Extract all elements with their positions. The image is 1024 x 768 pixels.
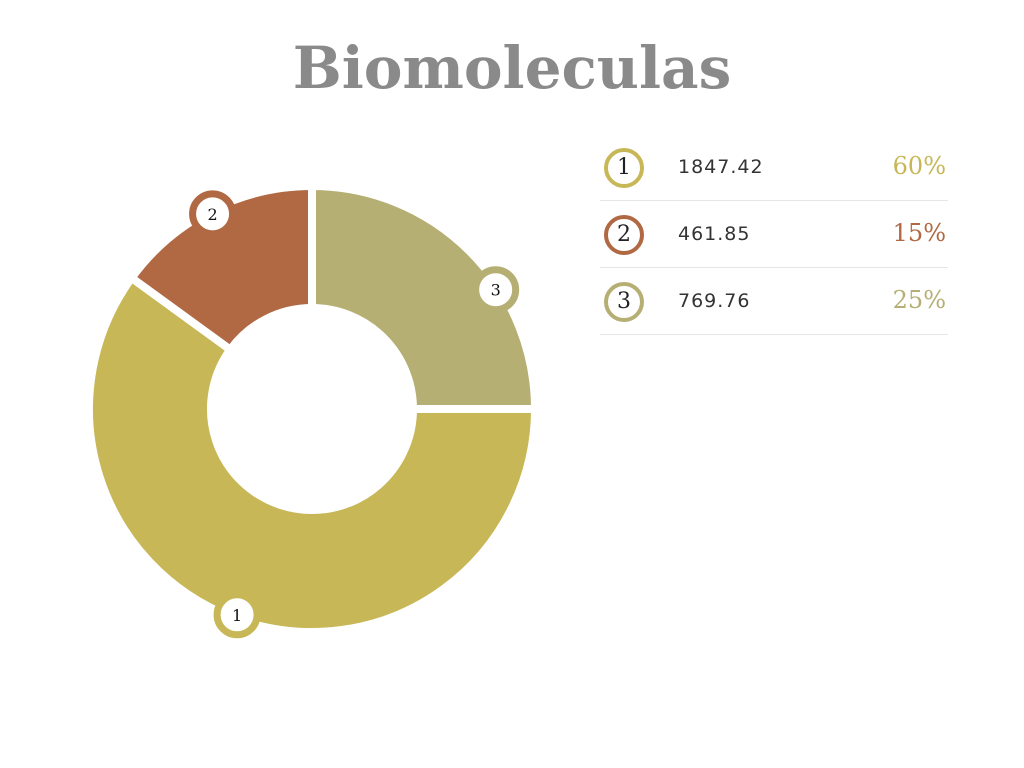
slice-badge-label-2: 2: [207, 205, 217, 224]
legend: 1 1847.42 60% 2 461.85 15% 3 769.76 25%: [600, 134, 948, 335]
legend-value-1: 1847.42: [678, 156, 764, 178]
slice-badge-3: [472, 266, 520, 314]
legend-percent-3: 25%: [892, 286, 946, 314]
donut-slice-3: [307, 181, 540, 413]
slice-badge-2: [189, 190, 237, 238]
donut-slice-1: [85, 272, 540, 636]
legend-value-2: 461.85: [678, 223, 751, 245]
legend-percent-2: 15%: [892, 219, 946, 247]
legend-badge-2: 2: [604, 215, 644, 255]
legend-row-2: 2 461.85 15%: [600, 201, 948, 268]
donut-chart: 1 2 3: [85, 181, 540, 639]
donut-slice-2: [126, 181, 316, 356]
legend-badge-3: 3: [604, 282, 644, 322]
legend-percent-1: 60%: [892, 152, 946, 180]
legend-row-3: 3 769.76 25%: [600, 268, 948, 335]
legend-value-3: 769.76: [678, 290, 751, 312]
chart-title: Biomoleculas: [292, 34, 732, 102]
slice-badge-label-1: 1: [232, 606, 242, 625]
legend-badge-1: 1: [604, 148, 644, 188]
slice-badge-label-3: 3: [491, 281, 501, 300]
legend-row-1: 1 1847.42 60%: [600, 134, 948, 201]
slice-badge-1: [213, 591, 261, 639]
